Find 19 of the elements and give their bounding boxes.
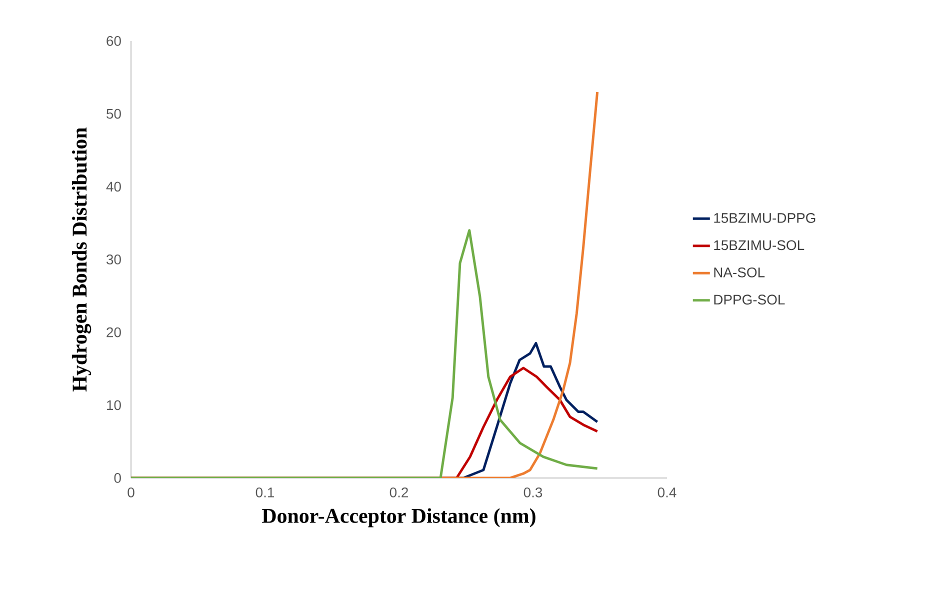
legend-label: 15BZIMU-DPPG: [714, 213, 816, 223]
x-tick-label: 0.2: [390, 487, 408, 498]
y-axis-title: Hydrogen Bonds Distribution: [72, 127, 92, 392]
legend-label: 15BZIMU-SOL: [714, 240, 804, 250]
x-tick-label: 0.3: [524, 487, 542, 498]
y-tick-label: 10: [107, 400, 121, 410]
y-tick-label: 0: [114, 473, 121, 483]
y-tick-label: 20: [106, 327, 121, 338]
legend-label: NA-SOL: [714, 267, 765, 278]
y-tick-label: 60: [106, 36, 121, 46]
x-tick-label: 0.4: [658, 487, 676, 498]
legend-label: DPPG-SOL: [714, 294, 785, 305]
x-axis-title: Donor-Acceptor Distance (nm): [262, 508, 536, 528]
y-tick-label: 40: [106, 182, 121, 192]
y-tick-label: 30: [106, 254, 121, 264]
y-tick-label: 50: [106, 108, 121, 119]
x-tick-label: 0.1: [256, 487, 274, 498]
x-tick-label: 0: [128, 487, 134, 498]
line-series: [131, 229, 599, 478]
